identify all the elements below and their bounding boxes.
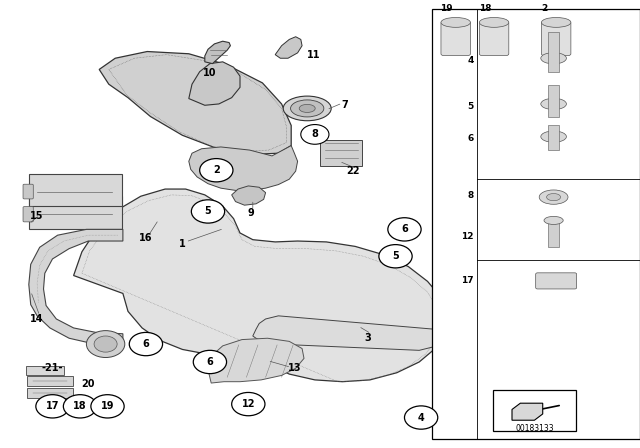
Ellipse shape xyxy=(283,96,332,121)
Text: 6: 6 xyxy=(467,134,474,143)
Text: 13: 13 xyxy=(287,363,301,373)
Text: 8: 8 xyxy=(312,129,318,139)
Text: 14: 14 xyxy=(30,314,44,324)
Text: 19: 19 xyxy=(440,4,453,13)
Ellipse shape xyxy=(547,194,561,201)
Polygon shape xyxy=(205,41,230,64)
Bar xyxy=(548,221,559,247)
Text: 5: 5 xyxy=(467,102,474,111)
FancyBboxPatch shape xyxy=(479,22,509,56)
Text: 15: 15 xyxy=(30,211,44,221)
Text: 6: 6 xyxy=(401,224,408,234)
FancyBboxPatch shape xyxy=(441,22,470,56)
Circle shape xyxy=(63,395,97,418)
FancyBboxPatch shape xyxy=(541,22,571,56)
Circle shape xyxy=(200,159,233,182)
Polygon shape xyxy=(189,62,240,105)
Text: 6: 6 xyxy=(207,357,213,367)
Text: 5: 5 xyxy=(392,251,399,261)
Text: 7: 7 xyxy=(341,100,348,110)
Circle shape xyxy=(232,392,265,416)
Polygon shape xyxy=(29,229,123,344)
Text: 19: 19 xyxy=(100,401,115,411)
Circle shape xyxy=(193,350,227,374)
Ellipse shape xyxy=(291,100,324,117)
Text: 5: 5 xyxy=(205,207,211,216)
FancyBboxPatch shape xyxy=(536,273,577,289)
Text: 11: 11 xyxy=(307,50,321,60)
Ellipse shape xyxy=(541,131,566,142)
Polygon shape xyxy=(99,52,291,155)
Ellipse shape xyxy=(300,104,315,112)
Polygon shape xyxy=(275,37,302,58)
Text: 1: 1 xyxy=(179,239,186,249)
Ellipse shape xyxy=(541,98,566,110)
Text: 00183133: 00183133 xyxy=(515,424,554,433)
Text: 3: 3 xyxy=(365,333,371,343)
Polygon shape xyxy=(512,403,543,420)
Circle shape xyxy=(86,331,125,358)
Text: 18: 18 xyxy=(479,4,492,13)
Text: 6: 6 xyxy=(143,339,149,349)
Ellipse shape xyxy=(544,216,563,224)
Text: 18: 18 xyxy=(73,401,87,411)
FancyBboxPatch shape xyxy=(320,140,362,166)
Bar xyxy=(548,85,559,117)
Text: 17: 17 xyxy=(45,401,60,411)
FancyBboxPatch shape xyxy=(26,366,64,375)
Ellipse shape xyxy=(441,17,470,27)
Text: 4: 4 xyxy=(418,413,424,422)
Circle shape xyxy=(404,406,438,429)
Circle shape xyxy=(191,200,225,223)
Bar xyxy=(548,125,559,150)
Circle shape xyxy=(388,218,421,241)
Text: 10: 10 xyxy=(203,68,217,78)
Ellipse shape xyxy=(541,52,566,64)
Ellipse shape xyxy=(541,17,571,27)
Circle shape xyxy=(36,395,69,418)
Bar xyxy=(432,9,640,439)
Polygon shape xyxy=(74,189,447,382)
Text: -21-: -21- xyxy=(42,363,63,373)
Text: 12: 12 xyxy=(461,232,474,241)
Circle shape xyxy=(379,245,412,268)
Text: 9: 9 xyxy=(248,208,254,218)
FancyBboxPatch shape xyxy=(23,207,33,222)
FancyBboxPatch shape xyxy=(23,184,33,199)
Circle shape xyxy=(129,332,163,356)
Text: 2: 2 xyxy=(541,4,547,13)
Text: 20: 20 xyxy=(81,379,95,389)
FancyBboxPatch shape xyxy=(27,376,73,386)
Circle shape xyxy=(91,395,124,418)
Text: 12: 12 xyxy=(241,399,255,409)
Polygon shape xyxy=(232,186,266,205)
Text: 17: 17 xyxy=(461,276,474,284)
FancyBboxPatch shape xyxy=(29,196,122,229)
Ellipse shape xyxy=(540,190,568,204)
Text: 16: 16 xyxy=(139,233,153,243)
Text: 4: 4 xyxy=(467,56,474,65)
Polygon shape xyxy=(208,338,304,383)
Circle shape xyxy=(94,336,117,352)
Bar xyxy=(493,390,576,431)
Text: 22: 22 xyxy=(346,166,360,176)
Polygon shape xyxy=(189,146,298,190)
Text: 8: 8 xyxy=(467,191,474,200)
Polygon shape xyxy=(253,316,440,350)
Ellipse shape xyxy=(479,17,509,27)
Bar xyxy=(548,32,559,72)
Circle shape xyxy=(301,125,329,144)
FancyBboxPatch shape xyxy=(29,174,122,206)
Text: 2: 2 xyxy=(213,165,220,175)
FancyBboxPatch shape xyxy=(27,388,73,398)
